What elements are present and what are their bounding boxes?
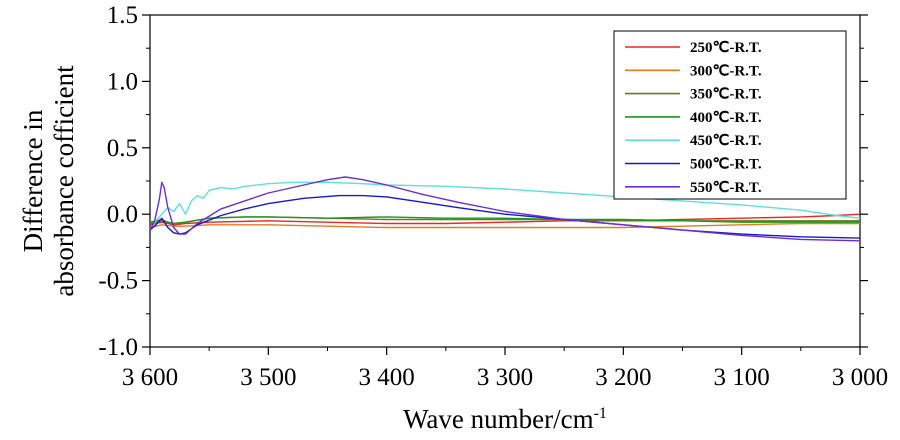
x-axis-title: Wave number/cm-1 <box>403 404 607 434</box>
legend-label: 300℃-R.T. <box>690 63 762 79</box>
legend-label: 550℃-R.T. <box>690 180 762 196</box>
x-tick-label: 3 600 <box>122 364 178 391</box>
legend-label: 250℃-R.T. <box>690 40 762 56</box>
x-tick-label: 3 100 <box>714 364 770 391</box>
series-line <box>149 213 861 226</box>
legend-label: 500℃-R.T. <box>690 157 762 173</box>
legend-box <box>613 30 847 200</box>
series-line <box>149 222 860 229</box>
x-tick-label: 3 300 <box>477 364 533 391</box>
y-tick-label: 1.5 <box>107 2 138 29</box>
y-tick-label: 0.0 <box>107 201 138 228</box>
y-axis-title: Difference in absorbance cofficient <box>18 65 79 297</box>
y-tick-label: 0.5 <box>107 135 138 162</box>
y-tick-label: -0.5 <box>98 268 138 295</box>
legend-label: 450℃-R.T. <box>690 133 762 149</box>
legend: 250℃-R.T. 300℃-R.T. 350℃-R.T. 400℃-R.T. 450℃… <box>613 30 847 200</box>
legend-label: 400℃-R.T. <box>690 110 762 126</box>
x-tick-label: 3 400 <box>359 364 415 391</box>
y-axis-title-line-1: Difference in <box>18 109 48 252</box>
series-line <box>149 176 861 242</box>
y-tick-label: 1.0 <box>107 68 138 95</box>
x-axis-title-sup: -1 <box>594 405 607 422</box>
x-tick-label: 3 000 <box>832 364 888 391</box>
legend-label: 350℃-R.T. <box>690 87 762 103</box>
series-group <box>149 176 861 242</box>
axis-ticks: -1.0 -0.5 0.0 0.5 1.0 1.5 3 600 3 500 3 400 3 300… <box>98 2 888 391</box>
y-axis-title-line-2: absorbance cofficient <box>49 65 79 297</box>
x-axis-title-text: Wave number/cm <box>403 404 594 434</box>
y-tick-label: -1.0 <box>98 334 138 361</box>
x-tick-label: 3 200 <box>595 364 651 391</box>
x-tick-label: 3 500 <box>240 364 296 391</box>
